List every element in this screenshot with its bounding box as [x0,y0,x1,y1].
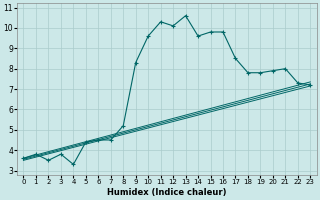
X-axis label: Humidex (Indice chaleur): Humidex (Indice chaleur) [107,188,227,197]
